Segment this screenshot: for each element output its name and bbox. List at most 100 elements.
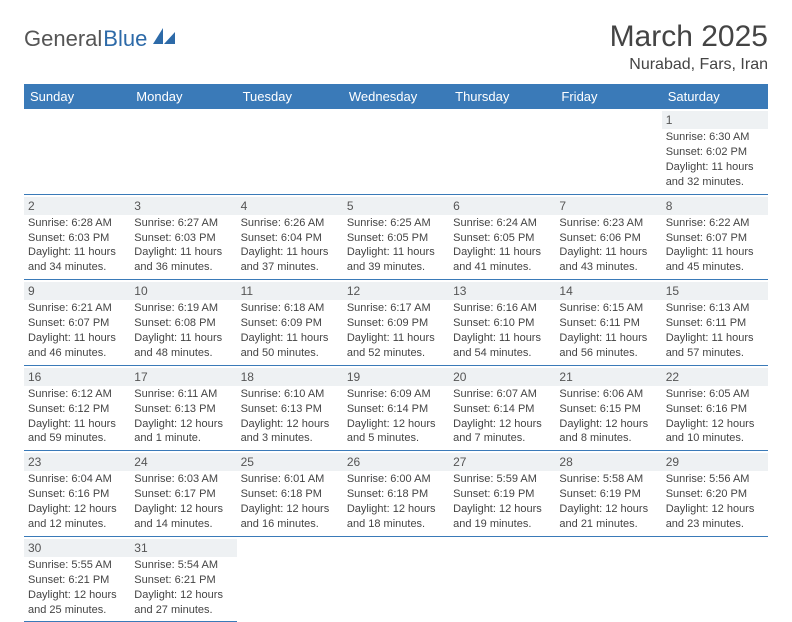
- calendar-week-row: 30Sunrise: 5:55 AMSunset: 6:21 PMDayligh…: [24, 536, 768, 622]
- calendar-day-cell: 17Sunrise: 6:11 AMSunset: 6:13 PMDayligh…: [130, 365, 236, 451]
- sunrise-text: Sunrise: 6:27 AM: [134, 216, 232, 231]
- day-number: 28: [555, 453, 661, 471]
- daylight-text: Daylight: 12 hours and 7 minutes.: [453, 417, 551, 447]
- sunrise-text: Sunrise: 5:56 AM: [666, 472, 764, 487]
- weekday-header: Tuesday: [237, 84, 343, 109]
- daylight-text: Daylight: 12 hours and 18 minutes.: [347, 502, 445, 532]
- daylight-text: Daylight: 12 hours and 3 minutes.: [241, 417, 339, 447]
- daylight-text: Daylight: 12 hours and 27 minutes.: [134, 588, 232, 618]
- sunset-text: Sunset: 6:19 PM: [453, 487, 551, 502]
- sunset-text: Sunset: 6:07 PM: [28, 316, 126, 331]
- calendar-day-cell: [130, 109, 236, 194]
- daylight-text: Daylight: 12 hours and 19 minutes.: [453, 502, 551, 532]
- sunset-text: Sunset: 6:06 PM: [559, 231, 657, 246]
- sunrise-text: Sunrise: 6:22 AM: [666, 216, 764, 231]
- daylight-text: Daylight: 12 hours and 23 minutes.: [666, 502, 764, 532]
- location: Nurabad, Fars, Iran: [610, 56, 768, 74]
- sunset-text: Sunset: 6:16 PM: [666, 402, 764, 417]
- daylight-text: Daylight: 11 hours and 48 minutes.: [134, 331, 232, 361]
- sunrise-text: Sunrise: 6:05 AM: [666, 387, 764, 402]
- sunrise-text: Sunrise: 6:25 AM: [347, 216, 445, 231]
- daylight-text: Daylight: 11 hours and 36 minutes.: [134, 245, 232, 275]
- day-number: 1: [662, 111, 768, 129]
- calendar-header-row: SundayMondayTuesdayWednesdayThursdayFrid…: [24, 84, 768, 109]
- calendar-day-cell: 21Sunrise: 6:06 AMSunset: 6:15 PMDayligh…: [555, 365, 661, 451]
- calendar-day-cell: 30Sunrise: 5:55 AMSunset: 6:21 PMDayligh…: [24, 536, 130, 622]
- sunrise-text: Sunrise: 6:00 AM: [347, 472, 445, 487]
- daylight-text: Daylight: 11 hours and 46 minutes.: [28, 331, 126, 361]
- calendar-day-cell: 29Sunrise: 5:56 AMSunset: 6:20 PMDayligh…: [662, 451, 768, 537]
- sunset-text: Sunset: 6:13 PM: [134, 402, 232, 417]
- calendar-day-cell: 8Sunrise: 6:22 AMSunset: 6:07 PMDaylight…: [662, 194, 768, 280]
- sunset-text: Sunset: 6:11 PM: [559, 316, 657, 331]
- sunset-text: Sunset: 6:16 PM: [28, 487, 126, 502]
- daylight-text: Daylight: 11 hours and 32 minutes.: [666, 160, 764, 190]
- sunrise-text: Sunrise: 5:59 AM: [453, 472, 551, 487]
- sunrise-text: Sunrise: 5:55 AM: [28, 558, 126, 573]
- calendar-day-cell: 24Sunrise: 6:03 AMSunset: 6:17 PMDayligh…: [130, 451, 236, 537]
- calendar-week-row: 16Sunrise: 6:12 AMSunset: 6:12 PMDayligh…: [24, 365, 768, 451]
- calendar-day-cell: 22Sunrise: 6:05 AMSunset: 6:16 PMDayligh…: [662, 365, 768, 451]
- sunset-text: Sunset: 6:10 PM: [453, 316, 551, 331]
- sunrise-text: Sunrise: 6:23 AM: [559, 216, 657, 231]
- sunrise-text: Sunrise: 6:12 AM: [28, 387, 126, 402]
- sunrise-text: Sunrise: 6:17 AM: [347, 301, 445, 316]
- day-number: 8: [662, 197, 768, 215]
- day-number: 13: [449, 282, 555, 300]
- sunrise-text: Sunrise: 6:16 AM: [453, 301, 551, 316]
- day-number: 26: [343, 453, 449, 471]
- sunset-text: Sunset: 6:09 PM: [241, 316, 339, 331]
- day-number: 23: [24, 453, 130, 471]
- sunset-text: Sunset: 6:14 PM: [453, 402, 551, 417]
- sunrise-text: Sunrise: 6:01 AM: [241, 472, 339, 487]
- sunset-text: Sunset: 6:13 PM: [241, 402, 339, 417]
- calendar-day-cell: 7Sunrise: 6:23 AMSunset: 6:06 PMDaylight…: [555, 194, 661, 280]
- calendar-day-cell: 20Sunrise: 6:07 AMSunset: 6:14 PMDayligh…: [449, 365, 555, 451]
- month-title: March 2025: [610, 20, 768, 54]
- calendar-day-cell: [449, 536, 555, 622]
- daylight-text: Daylight: 11 hours and 45 minutes.: [666, 245, 764, 275]
- weekday-header: Wednesday: [343, 84, 449, 109]
- calendar-day-cell: 15Sunrise: 6:13 AMSunset: 6:11 PMDayligh…: [662, 280, 768, 366]
- daylight-text: Daylight: 11 hours and 50 minutes.: [241, 331, 339, 361]
- sunrise-text: Sunrise: 6:03 AM: [134, 472, 232, 487]
- logo-text-blue: Blue: [103, 26, 147, 52]
- sunset-text: Sunset: 6:14 PM: [347, 402, 445, 417]
- daylight-text: Daylight: 12 hours and 1 minute.: [134, 417, 232, 447]
- daylight-text: Daylight: 11 hours and 59 minutes.: [28, 417, 126, 447]
- calendar-day-cell: [24, 109, 130, 194]
- calendar-day-cell: 19Sunrise: 6:09 AMSunset: 6:14 PMDayligh…: [343, 365, 449, 451]
- weekday-header: Thursday: [449, 84, 555, 109]
- calendar-day-cell: [662, 536, 768, 622]
- sunset-text: Sunset: 6:03 PM: [134, 231, 232, 246]
- sunset-text: Sunset: 6:02 PM: [666, 145, 764, 160]
- day-number: 11: [237, 282, 343, 300]
- day-number: 4: [237, 197, 343, 215]
- sunset-text: Sunset: 6:08 PM: [134, 316, 232, 331]
- logo: General Blue: [24, 20, 177, 52]
- title-block: March 2025 Nurabad, Fars, Iran: [610, 20, 768, 74]
- calendar-day-cell: 13Sunrise: 6:16 AMSunset: 6:10 PMDayligh…: [449, 280, 555, 366]
- day-number: 31: [130, 539, 236, 557]
- calendar-day-cell: [555, 109, 661, 194]
- daylight-text: Daylight: 11 hours and 37 minutes.: [241, 245, 339, 275]
- sunrise-text: Sunrise: 6:24 AM: [453, 216, 551, 231]
- calendar-week-row: 1Sunrise: 6:30 AMSunset: 6:02 PMDaylight…: [24, 109, 768, 194]
- calendar-day-cell: 14Sunrise: 6:15 AMSunset: 6:11 PMDayligh…: [555, 280, 661, 366]
- sunset-text: Sunset: 6:09 PM: [347, 316, 445, 331]
- day-number: 12: [343, 282, 449, 300]
- sunset-text: Sunset: 6:03 PM: [28, 231, 126, 246]
- calendar-day-cell: 9Sunrise: 6:21 AMSunset: 6:07 PMDaylight…: [24, 280, 130, 366]
- weekday-header: Monday: [130, 84, 236, 109]
- sunset-text: Sunset: 6:05 PM: [453, 231, 551, 246]
- header: General Blue March 2025 Nurabad, Fars, I…: [24, 20, 768, 74]
- weekday-header: Friday: [555, 84, 661, 109]
- day-number: 20: [449, 368, 555, 386]
- sunset-text: Sunset: 6:17 PM: [134, 487, 232, 502]
- sunrise-text: Sunrise: 6:10 AM: [241, 387, 339, 402]
- day-number: 25: [237, 453, 343, 471]
- sunrise-text: Sunrise: 6:11 AM: [134, 387, 232, 402]
- sunrise-text: Sunrise: 6:30 AM: [666, 130, 764, 145]
- sunset-text: Sunset: 6:12 PM: [28, 402, 126, 417]
- day-number: 29: [662, 453, 768, 471]
